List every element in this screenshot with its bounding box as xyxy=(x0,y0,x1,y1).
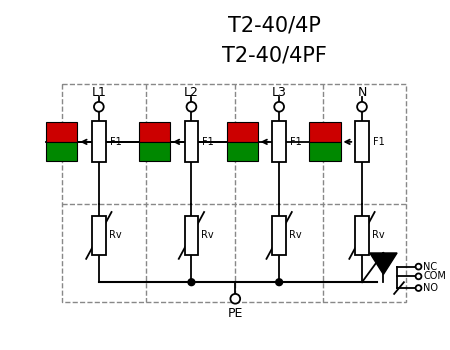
Bar xyxy=(355,121,369,162)
Bar xyxy=(272,121,286,162)
Text: L2: L2 xyxy=(184,86,199,99)
Text: Rv: Rv xyxy=(201,230,214,240)
Text: F1: F1 xyxy=(373,137,384,147)
Text: T2-40/4PF: T2-40/4PF xyxy=(222,45,327,65)
Bar xyxy=(92,121,106,162)
Text: F1: F1 xyxy=(202,137,214,147)
Polygon shape xyxy=(370,253,397,274)
Text: Rv: Rv xyxy=(108,230,121,240)
Text: L1: L1 xyxy=(91,86,106,99)
Text: PE: PE xyxy=(228,307,243,320)
Text: N: N xyxy=(357,86,367,99)
Text: F1: F1 xyxy=(109,137,122,147)
Bar xyxy=(46,142,77,161)
Bar xyxy=(139,142,170,161)
Text: NO: NO xyxy=(423,283,438,293)
Circle shape xyxy=(274,102,284,112)
Circle shape xyxy=(276,279,283,286)
Circle shape xyxy=(416,285,422,291)
Circle shape xyxy=(188,279,195,286)
Circle shape xyxy=(357,102,367,112)
Text: Rv: Rv xyxy=(372,230,384,240)
Bar xyxy=(184,121,198,162)
Circle shape xyxy=(94,102,104,112)
Circle shape xyxy=(230,294,240,304)
Text: F1: F1 xyxy=(290,137,302,147)
Bar xyxy=(226,122,258,142)
Text: L3: L3 xyxy=(272,86,287,99)
Bar xyxy=(46,122,77,142)
Bar xyxy=(309,142,341,161)
Circle shape xyxy=(187,102,196,112)
Text: NC: NC xyxy=(423,261,437,272)
Text: Rv: Rv xyxy=(289,230,302,240)
Circle shape xyxy=(416,264,422,270)
Bar xyxy=(226,142,258,161)
Circle shape xyxy=(416,273,422,279)
Bar xyxy=(355,216,369,255)
Bar xyxy=(139,122,170,142)
Text: COM: COM xyxy=(423,271,446,281)
Bar xyxy=(92,216,106,255)
Bar xyxy=(309,122,341,142)
Bar xyxy=(272,216,286,255)
Text: T2-40/4P: T2-40/4P xyxy=(228,16,321,36)
Bar xyxy=(184,216,198,255)
